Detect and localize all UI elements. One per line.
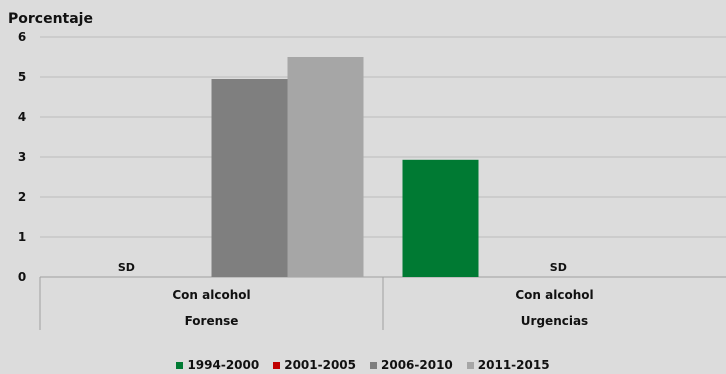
no-data-label: SD [118, 261, 135, 274]
legend-swatch [176, 361, 184, 369]
legend-item: 2006-2010 [370, 358, 453, 372]
no-data-label: SD [550, 261, 567, 274]
grid [40, 36, 726, 238]
y-tick-label: 2 [18, 190, 26, 204]
y-tick-label: 4 [18, 110, 26, 124]
legend-label: 2001-2005 [284, 358, 356, 372]
y-tick-label: 3 [18, 150, 26, 164]
legend-item: 2011-2015 [466, 358, 550, 372]
legend: 1994-2000 2001-2005 2006-2010 2011-2015 [0, 358, 726, 372]
y-tick-label: 5 [18, 70, 26, 84]
legend-item: 1994-2000 [176, 358, 259, 372]
bars [211, 57, 479, 277]
y-tick-label: 6 [18, 30, 26, 44]
legend-label: 2006-2010 [381, 358, 453, 372]
legend-swatch [273, 361, 281, 369]
y-tick-label: 1 [18, 230, 26, 244]
category-label: Con alcohol [172, 288, 250, 302]
legend-swatch [466, 361, 474, 369]
category-label: Con alcohol [515, 288, 593, 302]
legend-swatch [370, 361, 377, 369]
y-axis-label: Porcentaje [8, 11, 93, 27]
axes: 0 1 2 3 4 5 6 [18, 30, 726, 330]
legend-label: 2011-2015 [477, 358, 550, 372]
legend-label: 1994-2000 [187, 358, 260, 372]
y-tick-label: 0 [18, 270, 26, 284]
legend-item: 2001-2005 [273, 358, 356, 372]
category-group-label: Urgencias [521, 314, 588, 328]
bar-1994-2000-Urgencias [402, 159, 479, 277]
bar-2006-2010-Forense [211, 79, 288, 277]
bar-2011-2015-Forense [287, 57, 364, 277]
category-labels: SD Con alcohol Forense SD Con alcohol Urgenci… [118, 261, 594, 328]
category-group-label: Forense [185, 314, 239, 328]
